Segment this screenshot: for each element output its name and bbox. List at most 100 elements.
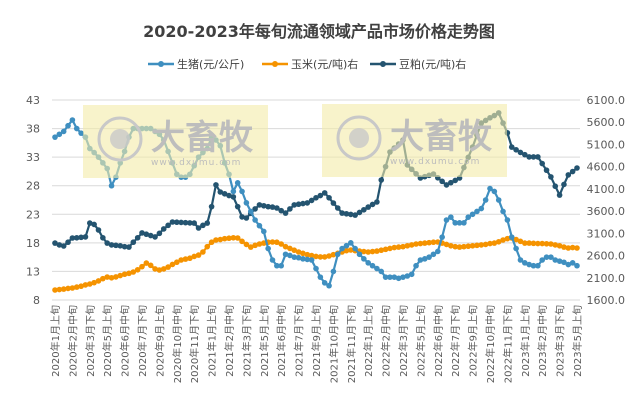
data-point <box>230 234 237 241</box>
watermark-brand: 大畜牧 <box>151 118 254 158</box>
data-point <box>230 194 237 200</box>
data-point <box>495 197 502 203</box>
data-point <box>513 245 519 252</box>
x-tick-label: 2023年3月下旬 <box>554 305 567 377</box>
left-tick-label: 8 <box>33 294 40 307</box>
data-point <box>339 210 345 216</box>
data-point <box>426 254 432 260</box>
watermark-url: www.dxumu.com <box>151 158 241 168</box>
data-point <box>130 269 137 275</box>
data-point <box>465 243 472 250</box>
data-point <box>56 242 63 248</box>
data-point <box>82 234 89 240</box>
data-point <box>300 200 306 207</box>
data-point <box>274 205 280 211</box>
legend-label: 生猪(元/公斤) <box>177 57 244 71</box>
x-tick-label: 2022年1月上旬 <box>362 305 375 377</box>
data-point <box>330 251 337 258</box>
data-point <box>522 260 528 266</box>
data-point <box>421 256 428 262</box>
data-point <box>187 255 193 262</box>
left-tick-label: 13 <box>26 265 40 278</box>
right-tick-label: 4600.0 <box>587 161 626 174</box>
data-point <box>426 239 432 246</box>
chart-title: 2020-2023年每旬流通领域产品市场价格走势图 <box>143 22 495 41</box>
data-point <box>439 178 445 185</box>
data-point <box>82 282 89 288</box>
data-point <box>156 230 163 237</box>
data-point <box>69 117 76 123</box>
data-point <box>548 174 554 180</box>
legend-label: 玉米(元/吨)右 <box>291 57 358 71</box>
data-point <box>200 249 206 255</box>
right-tick-label: 5600.0 <box>587 116 626 129</box>
x-tick-label: 2022年11月下旬 <box>501 305 514 383</box>
watermark-brand: 大畜牧 <box>390 117 493 157</box>
series-line <box>54 236 578 292</box>
data-point <box>147 232 154 239</box>
data-point <box>569 244 576 251</box>
left-tick-label: 28 <box>26 180 40 193</box>
data-point <box>574 165 580 171</box>
data-point <box>330 200 337 206</box>
right-tick-label: 2100.0 <box>587 272 626 285</box>
data-point <box>134 266 141 273</box>
data-point <box>526 154 532 160</box>
data-point <box>308 252 315 259</box>
x-tick-label: 2022年6月中旬 <box>432 305 445 377</box>
data-point <box>517 257 524 263</box>
x-tick-label: 2021年9月上旬 <box>310 305 323 377</box>
data-point <box>304 200 311 206</box>
data-point <box>187 220 193 226</box>
data-point <box>417 240 424 247</box>
data-point <box>378 177 385 183</box>
data-point <box>569 168 576 175</box>
data-point <box>269 257 276 263</box>
data-point <box>491 188 498 195</box>
data-point <box>287 252 293 259</box>
data-point <box>91 221 97 228</box>
data-point <box>239 238 245 245</box>
data-point <box>269 204 276 210</box>
data-point <box>574 245 580 251</box>
data-point <box>87 220 93 226</box>
data-point <box>526 240 532 246</box>
data-point <box>500 237 506 243</box>
data-point <box>352 245 358 252</box>
data-point <box>574 262 580 269</box>
data-point <box>278 207 285 214</box>
data-point <box>95 278 102 284</box>
data-point <box>56 131 63 138</box>
data-point <box>378 268 385 275</box>
data-point <box>348 247 354 253</box>
data-point <box>421 240 428 246</box>
right-tick-label: 3100.0 <box>587 227 626 240</box>
data-point <box>274 262 280 269</box>
data-point <box>452 177 459 184</box>
data-point <box>361 256 367 262</box>
data-point <box>356 209 363 216</box>
data-point <box>395 275 402 282</box>
data-point <box>530 240 537 247</box>
right-tick-label: 4100.0 <box>587 183 626 196</box>
x-tick-label: 2020年1月上旬 <box>49 305 62 377</box>
x-tick-label: 2022年10月中旬 <box>484 305 497 383</box>
data-point <box>430 251 437 258</box>
logo-icon <box>336 115 382 161</box>
data-point <box>417 257 424 263</box>
x-tick-label: 2021年7月下旬 <box>293 305 306 377</box>
data-point <box>217 236 224 243</box>
data-point <box>491 240 498 246</box>
data-point <box>60 128 67 135</box>
data-point <box>152 266 158 272</box>
data-point <box>147 262 154 269</box>
data-point <box>552 257 559 263</box>
x-tick-label: 2020年2月中旬 <box>66 305 79 377</box>
data-point <box>126 244 132 250</box>
data-point <box>73 284 80 290</box>
data-point <box>256 202 263 208</box>
x-tick-label: 2020年6月中旬 <box>119 305 132 377</box>
left-tick-label: 43 <box>26 94 40 107</box>
data-point <box>556 242 563 249</box>
